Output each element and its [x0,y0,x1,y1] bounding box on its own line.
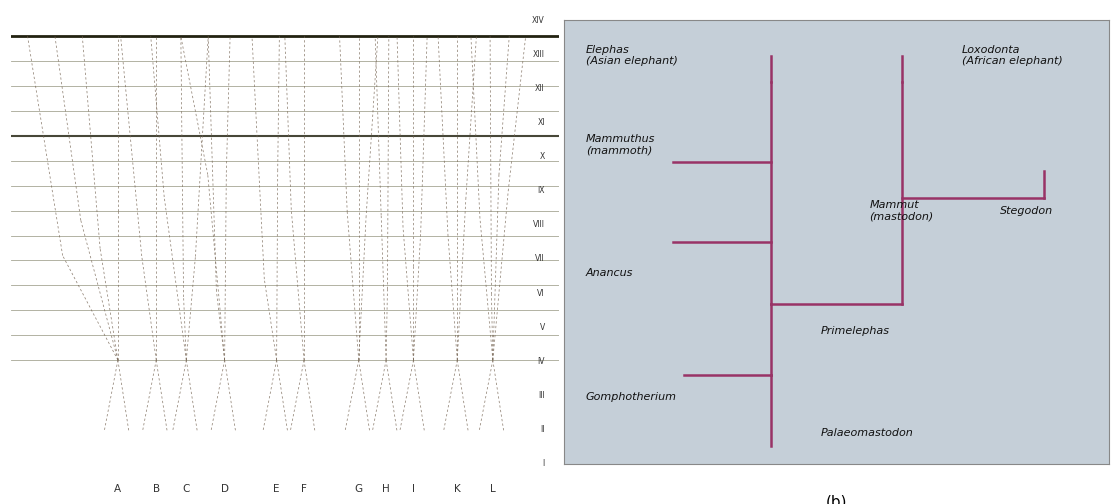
Text: Elephas
(Asian elephant): Elephas (Asian elephant) [586,45,678,67]
Text: Stegodon: Stegodon [1000,206,1053,216]
Text: XIV: XIV [532,16,545,25]
Text: II: II [541,425,545,434]
Text: B: B [153,484,160,493]
Text: F: F [302,484,307,493]
Text: K: K [454,484,460,493]
Text: Primelephas: Primelephas [820,326,889,336]
Text: Anancus: Anancus [586,268,633,278]
Text: XIII: XIII [533,50,545,59]
Text: X: X [540,152,545,161]
Text: Gomphotherium: Gomphotherium [586,392,677,402]
Text: E: E [274,484,280,493]
Text: A: A [114,484,122,493]
Text: XI: XI [537,118,545,127]
Text: D: D [221,484,229,493]
Text: Mammut
(mastodon): Mammut (mastodon) [869,200,934,222]
Text: I: I [412,484,414,493]
Text: IV: IV [537,357,545,366]
Text: V: V [540,323,545,332]
Text: (b): (b) [825,495,848,504]
Text: Loxodonta
(African elephant): Loxodonta (African elephant) [962,45,1062,67]
Text: III: III [538,391,545,400]
Text: VIII: VIII [533,220,545,229]
Text: VII: VII [535,255,545,264]
Text: VI: VI [537,289,545,297]
Text: Palaeomastodon: Palaeomastodon [820,427,913,437]
Text: G: G [355,484,363,493]
Text: C: C [182,484,190,493]
Text: XII: XII [535,84,545,93]
Text: H: H [382,484,390,493]
Text: IX: IX [537,186,545,195]
Text: I: I [543,459,545,468]
Text: L: L [490,484,496,493]
Text: Mammuthus
(mammoth): Mammuthus (mammoth) [586,134,656,155]
